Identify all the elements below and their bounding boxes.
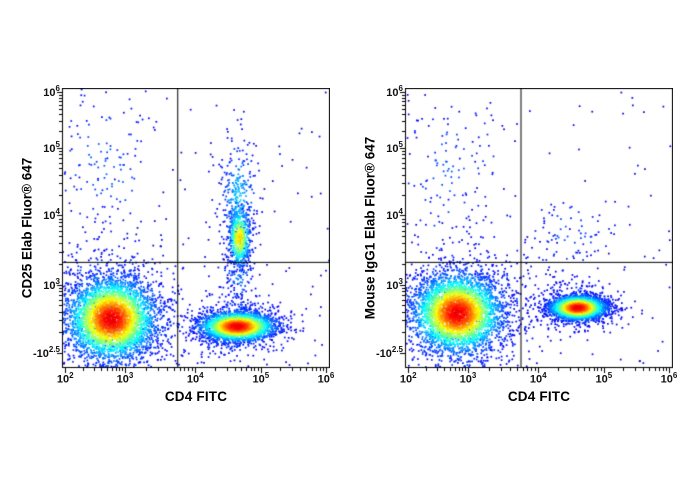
y-tick-label: -102.5 <box>375 344 403 360</box>
flow-plot-canvas <box>397 88 673 376</box>
y-tick-label: 106 <box>386 84 403 100</box>
x-tick-label: 103 <box>459 371 477 386</box>
x-axis-label: CD4 FITC <box>164 389 228 404</box>
x-tick-label: 106 <box>660 371 678 386</box>
flow-plot-cd25: CD25 Elab Fluor® 647 102 103 104 105 106 -102… <box>20 85 335 404</box>
y-axis-label: CD25 Elab Fluor® 647 <box>19 157 35 299</box>
flow-plot-canvas <box>54 88 330 376</box>
flow-plot-isotype: Mouse IgG1 Elab Fluor® 647 102 103 104 105 1… <box>363 85 678 404</box>
y-tick-label: 105 <box>43 140 60 155</box>
y-tick-label: -102.5 <box>32 344 60 360</box>
y-tick-label: 104 <box>43 207 60 223</box>
x-tick-label: 106 <box>317 371 335 386</box>
x-tick-label: 105 <box>252 371 270 386</box>
y-tick-label: 106 <box>43 84 60 100</box>
x-axis-label: CD4 FITC <box>507 389 571 404</box>
y-tick-label: 103 <box>386 276 403 292</box>
y-axis-label: Mouse IgG1 Elab Fluor® 647 <box>362 136 378 320</box>
x-tick-label: 104 <box>529 371 547 386</box>
x-tick-label: 102 <box>56 371 74 386</box>
y-tick-label: 104 <box>386 207 403 223</box>
x-tick-label: 103 <box>116 371 134 386</box>
y-tick-label: 105 <box>386 140 403 155</box>
y-tick-label: 103 <box>43 276 60 292</box>
x-tick-label: 102 <box>399 371 417 386</box>
x-tick-label: 105 <box>595 371 613 386</box>
x-tick-label: 104 <box>186 371 204 386</box>
